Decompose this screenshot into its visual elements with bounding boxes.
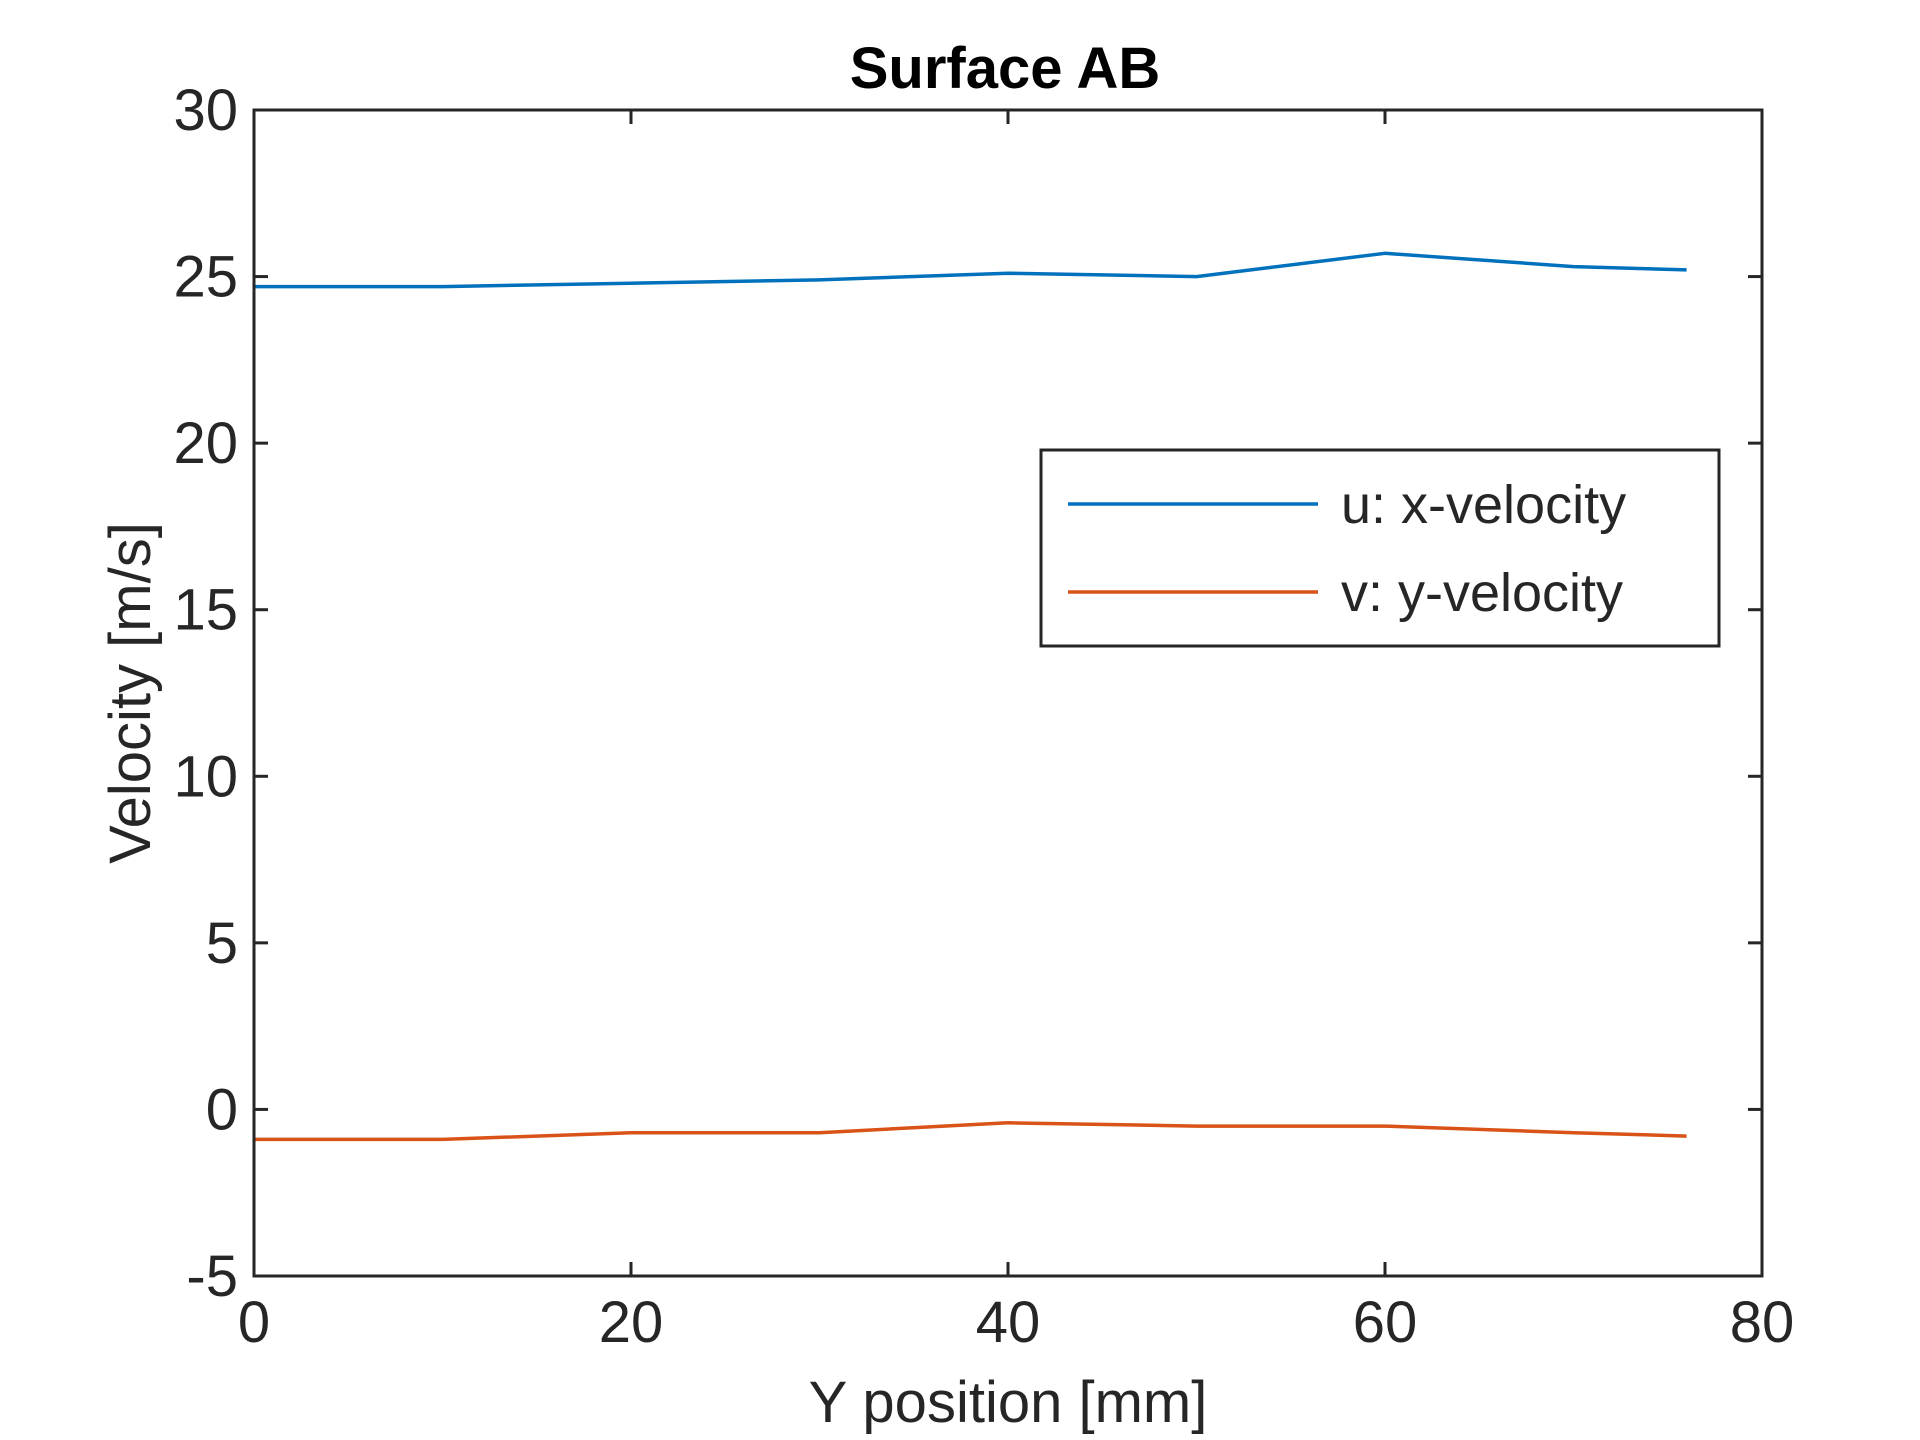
y-tick-label: -5 xyxy=(186,1244,238,1309)
y-tick-label: 10 xyxy=(173,744,238,809)
series-line-u xyxy=(254,251,1687,289)
y-tick-label: 5 xyxy=(206,911,238,976)
legend-box xyxy=(1039,448,1721,648)
chart-title: Surface AB xyxy=(850,36,1161,101)
legend-entry-label: u: x-velocity xyxy=(1341,475,1626,535)
series-lines xyxy=(254,251,1687,1142)
x-axis-label: Y position [mm] xyxy=(809,1370,1208,1435)
y-tick-label: 0 xyxy=(206,1077,238,1142)
y-tick-label: 20 xyxy=(173,411,238,476)
series-line-v xyxy=(254,1121,1687,1142)
legend-entry-label: v: y-velocity xyxy=(1341,563,1623,623)
y-axis-label: Velocity [m/s] xyxy=(98,522,163,864)
plot-area-frame xyxy=(252,108,1764,1278)
y-tick-label: 25 xyxy=(173,245,238,310)
y-tick-label: 15 xyxy=(173,578,238,643)
y-tick-label: 30 xyxy=(173,78,238,143)
x-tick-label: 40 xyxy=(976,1290,1041,1355)
x-tick-label: 20 xyxy=(599,1290,664,1355)
legend: u: x-velocity v: y-velocity xyxy=(1039,448,1721,648)
x-tick-label: 80 xyxy=(1730,1290,1795,1355)
x-tick-label: 60 xyxy=(1353,1290,1418,1355)
x-tick-label: 0 xyxy=(238,1290,270,1355)
